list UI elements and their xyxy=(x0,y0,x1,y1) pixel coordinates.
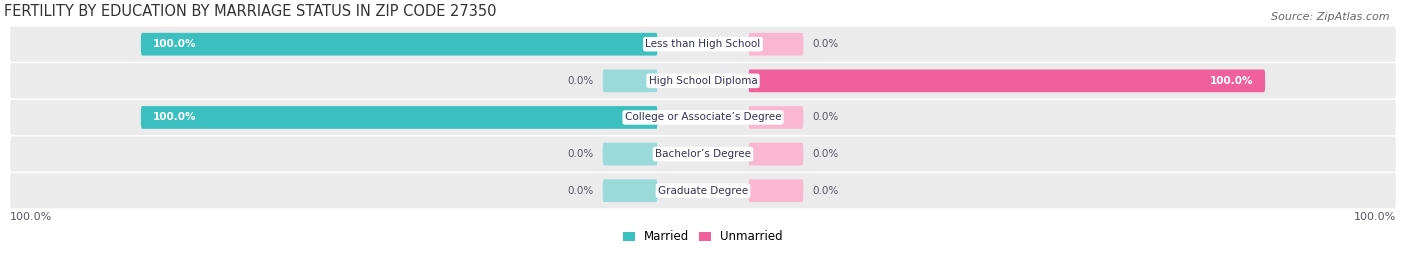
Text: 100.0%: 100.0% xyxy=(1354,212,1396,222)
Text: 0.0%: 0.0% xyxy=(813,149,838,159)
FancyBboxPatch shape xyxy=(10,173,1396,208)
Text: Bachelor’s Degree: Bachelor’s Degree xyxy=(655,149,751,159)
Text: College or Associate’s Degree: College or Associate’s Degree xyxy=(624,112,782,122)
Text: Source: ZipAtlas.com: Source: ZipAtlas.com xyxy=(1271,12,1389,22)
FancyBboxPatch shape xyxy=(10,100,1396,135)
Text: 100.0%: 100.0% xyxy=(1209,76,1253,86)
Text: 100.0%: 100.0% xyxy=(10,212,52,222)
FancyBboxPatch shape xyxy=(748,179,803,202)
Text: 0.0%: 0.0% xyxy=(813,112,838,122)
FancyBboxPatch shape xyxy=(748,33,803,56)
FancyBboxPatch shape xyxy=(603,69,658,92)
FancyBboxPatch shape xyxy=(748,143,803,165)
FancyBboxPatch shape xyxy=(10,136,1396,172)
Text: Less than High School: Less than High School xyxy=(645,39,761,49)
Text: 0.0%: 0.0% xyxy=(568,186,593,196)
Text: 0.0%: 0.0% xyxy=(568,149,593,159)
FancyBboxPatch shape xyxy=(141,106,658,129)
Text: FERTILITY BY EDUCATION BY MARRIAGE STATUS IN ZIP CODE 27350: FERTILITY BY EDUCATION BY MARRIAGE STATU… xyxy=(4,4,496,19)
FancyBboxPatch shape xyxy=(10,63,1396,98)
Text: 0.0%: 0.0% xyxy=(813,186,838,196)
Text: 100.0%: 100.0% xyxy=(153,39,197,49)
Text: Graduate Degree: Graduate Degree xyxy=(658,186,748,196)
FancyBboxPatch shape xyxy=(603,179,658,202)
FancyBboxPatch shape xyxy=(603,143,658,165)
Text: 0.0%: 0.0% xyxy=(568,76,593,86)
Legend: Married, Unmarried: Married, Unmarried xyxy=(623,231,783,243)
Text: High School Diploma: High School Diploma xyxy=(648,76,758,86)
Text: 100.0%: 100.0% xyxy=(153,112,197,122)
FancyBboxPatch shape xyxy=(141,33,658,56)
FancyBboxPatch shape xyxy=(10,27,1396,62)
FancyBboxPatch shape xyxy=(748,69,1265,92)
Text: 0.0%: 0.0% xyxy=(813,39,838,49)
FancyBboxPatch shape xyxy=(748,106,803,129)
